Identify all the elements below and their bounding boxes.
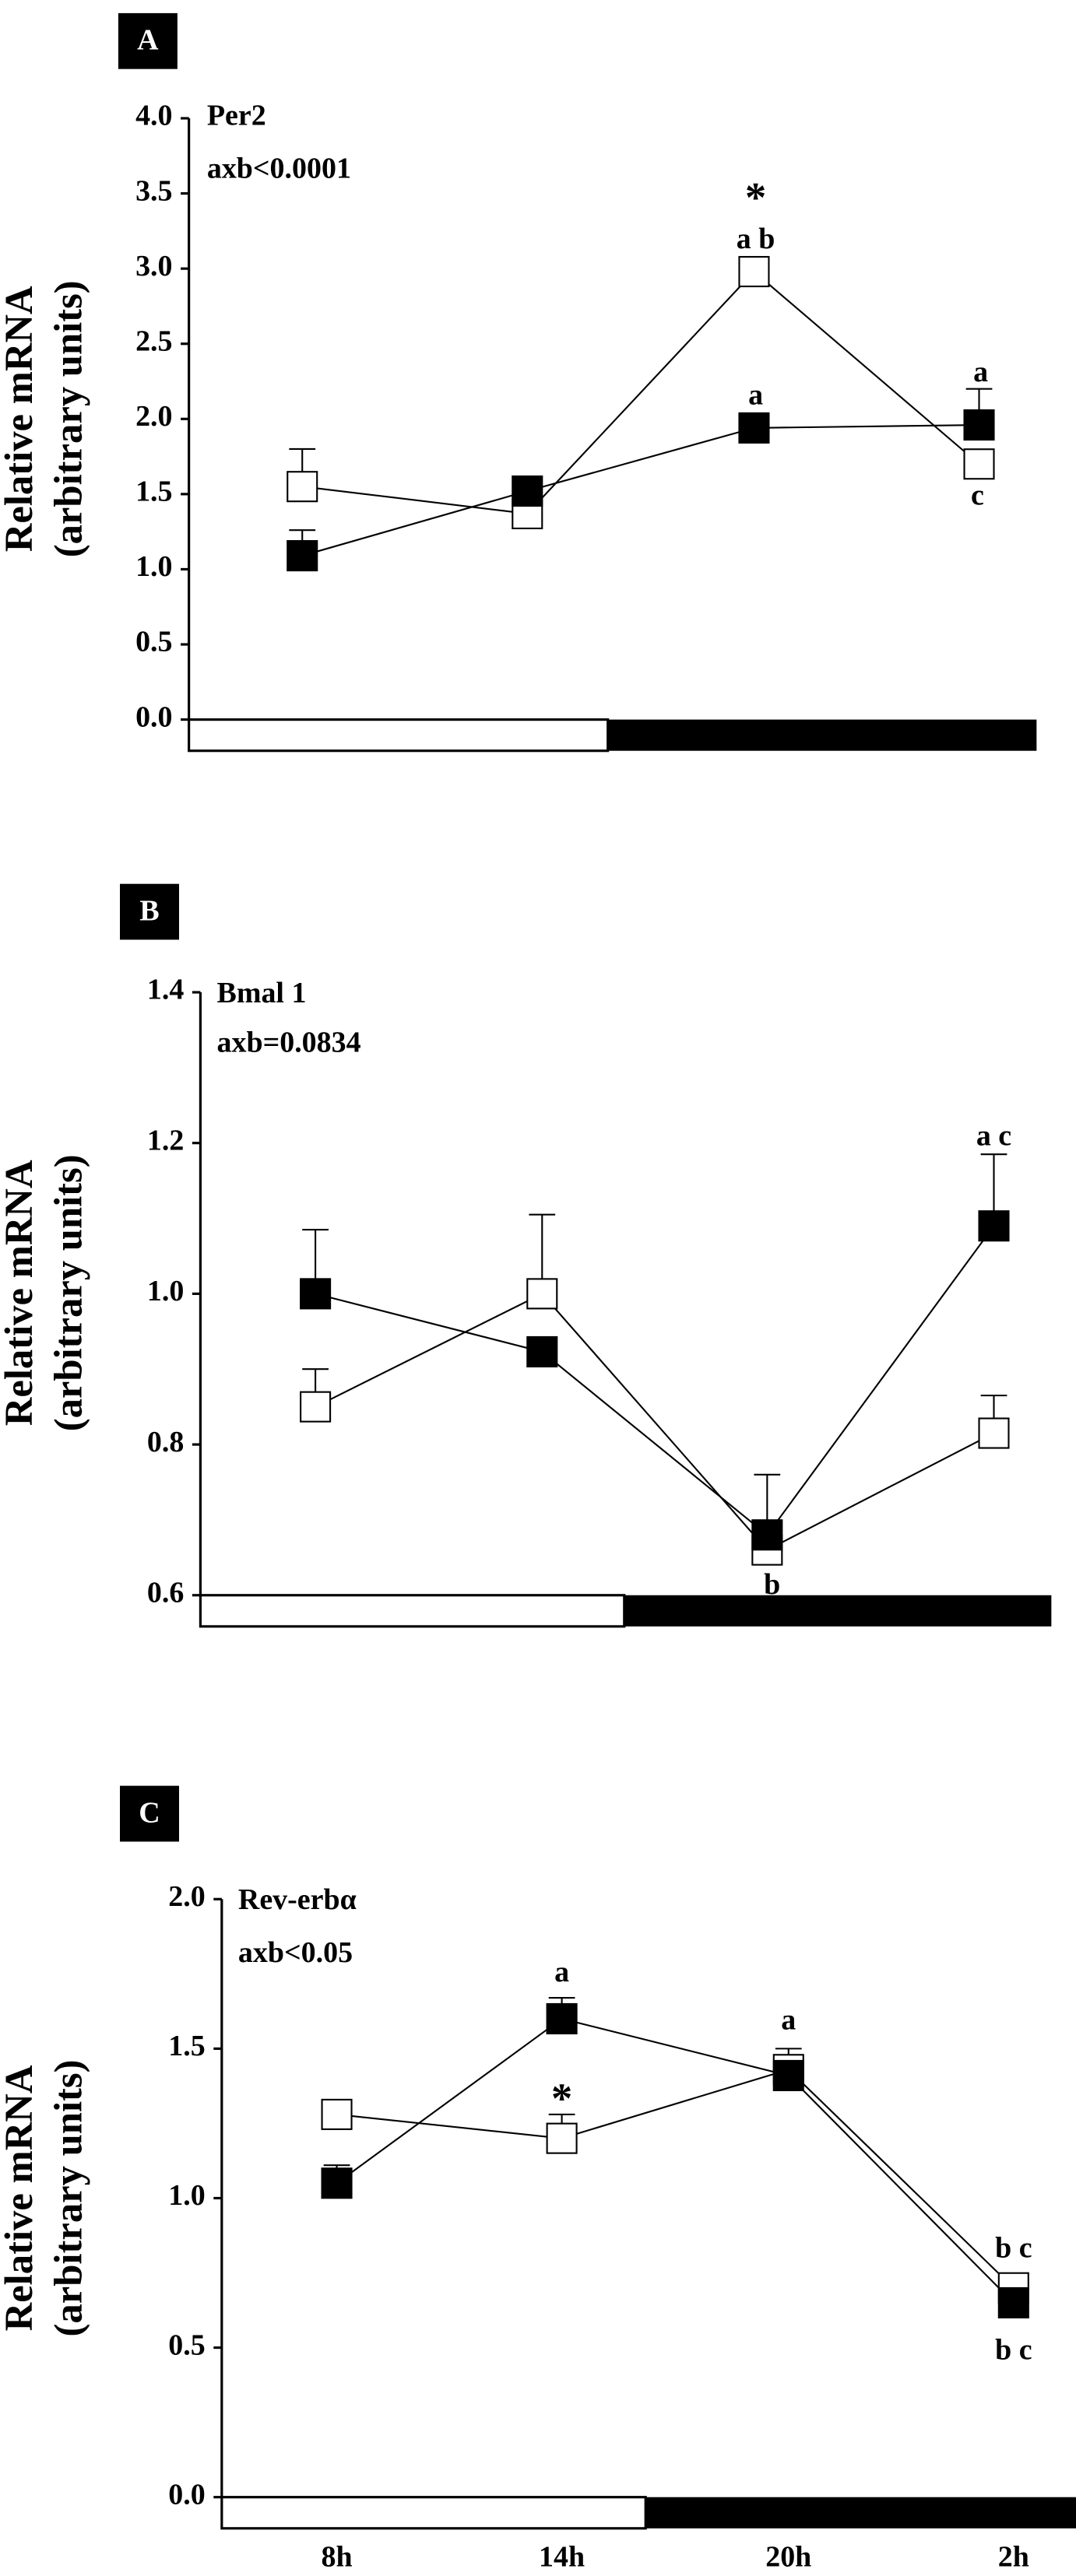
y-axis-label: (arbitrary units) — [46, 280, 90, 557]
y-axis-label: (arbitrary units) — [46, 2060, 90, 2337]
y-axis-label: Relative mRNA — [0, 286, 40, 552]
annotation: * — [745, 174, 766, 221]
y-tick-label: 0.5 — [168, 2329, 205, 2361]
chart-subtitle: axb=0.0834 — [217, 1026, 361, 1058]
y-tick-label: 0.5 — [135, 626, 172, 658]
marker — [738, 255, 770, 288]
marker — [978, 1210, 1010, 1242]
marker — [321, 2098, 353, 2130]
y-tick-label: 0.0 — [168, 2478, 205, 2511]
y-tick-label: 3.5 — [135, 174, 172, 207]
series-line — [315, 1225, 995, 1536]
panel-label: C — [139, 1796, 160, 1829]
x-tick-label: 2h — [998, 2541, 1029, 2574]
y-tick-label: 1.0 — [147, 1275, 184, 1307]
y-tick-label: 0.0 — [135, 700, 172, 733]
y-tick-label: 4.0 — [135, 100, 172, 132]
marker — [751, 1519, 783, 1551]
annotation: a b — [737, 223, 775, 255]
marker — [321, 2167, 353, 2199]
marker — [546, 2122, 578, 2154]
annotation: a — [973, 356, 988, 388]
x-tick-label: 8h — [321, 2541, 352, 2574]
panel-box — [120, 883, 179, 940]
panel-label: A — [137, 24, 159, 57]
annotation: a — [554, 1956, 569, 1988]
marker — [963, 409, 995, 441]
annotation: a c — [976, 1120, 1011, 1153]
y-tick-label: 2.5 — [135, 325, 172, 357]
y-tick-label: 1.0 — [135, 550, 172, 583]
dark-phase — [645, 2497, 1076, 2529]
marker — [300, 1391, 332, 1423]
series-line — [336, 2017, 1014, 2304]
marker — [526, 1335, 558, 1368]
marker — [512, 475, 543, 507]
y-tick-label: 2.0 — [168, 1880, 205, 1913]
marker — [287, 540, 318, 572]
y-tick-label: 2.0 — [135, 400, 172, 433]
annotation: a — [748, 379, 763, 412]
y-tick-label: 0.6 — [147, 1576, 184, 1609]
x-tick-label: 14h — [539, 2541, 585, 2574]
marker — [997, 2286, 1029, 2318]
marker — [963, 448, 995, 480]
marker — [546, 2002, 578, 2035]
marker — [738, 412, 770, 444]
y-tick-label: 1.5 — [168, 2030, 205, 2062]
y-tick-label: 0.8 — [147, 1426, 184, 1458]
series-line — [315, 1293, 994, 1551]
marker — [978, 1417, 1010, 1449]
annotation: c — [971, 479, 984, 511]
series-line — [302, 270, 980, 515]
x-tick-label: 20h — [765, 2541, 811, 2574]
y-axis-label: Relative mRNA — [0, 1160, 40, 1426]
y-tick-label: 1.5 — [135, 476, 172, 508]
y-tick-label: 1.0 — [168, 2179, 205, 2212]
dark-phase — [624, 1595, 1052, 1627]
marker — [300, 1278, 332, 1310]
y-axis-label: (arbitrary units) — [46, 1154, 90, 1431]
annotation: a — [781, 2003, 796, 2036]
chart-subtitle: axb<0.0001 — [207, 152, 351, 184]
annotation: b — [764, 1568, 780, 1601]
annotation: * — [551, 2075, 572, 2122]
light-phase — [220, 2496, 647, 2530]
chart-title: Per2 — [207, 100, 266, 132]
light-phase — [188, 718, 610, 753]
y-axis-label: Relative mRNA — [0, 2065, 40, 2331]
dark-phase — [607, 719, 1037, 751]
annotation: b c — [995, 2334, 1032, 2367]
y-tick-label: 3.0 — [135, 250, 172, 283]
chart-subtitle: axb<0.05 — [238, 1936, 353, 1969]
y-tick-label: 1.4 — [147, 974, 184, 1006]
series-line — [301, 423, 979, 557]
panel-box — [118, 12, 178, 69]
chart-title: Bmal 1 — [217, 977, 307, 1009]
annotation: b c — [995, 2232, 1032, 2265]
panel-label: B — [139, 894, 159, 927]
marker — [287, 471, 318, 503]
light-phase — [199, 1594, 626, 1628]
y-tick-label: 1.2 — [147, 1124, 184, 1156]
panel-box — [120, 1785, 179, 1842]
marker — [772, 2059, 804, 2092]
series-line — [336, 2069, 1014, 2289]
marker — [526, 1278, 558, 1310]
chart-title: Rev-erbα — [238, 1883, 357, 1916]
